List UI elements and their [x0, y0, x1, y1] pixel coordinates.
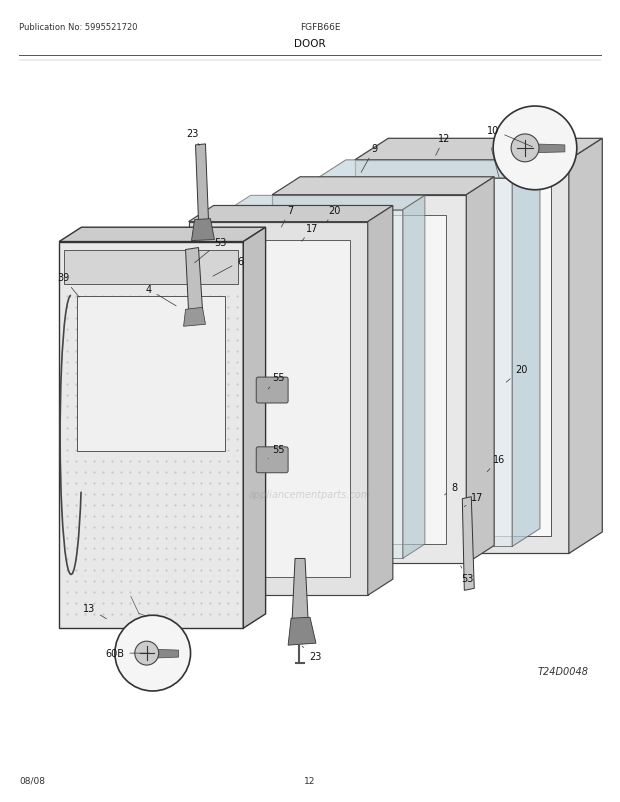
Circle shape [135, 642, 159, 665]
Text: 20: 20 [506, 365, 527, 383]
Polygon shape [318, 160, 540, 179]
Text: 16: 16 [487, 454, 505, 472]
Text: FGFB66E: FGFB66E [299, 23, 340, 32]
Text: 23: 23 [302, 646, 321, 662]
Text: 55: 55 [268, 444, 285, 460]
Text: 8: 8 [445, 482, 458, 496]
Polygon shape [368, 206, 393, 596]
Circle shape [115, 615, 190, 691]
Circle shape [511, 135, 539, 163]
FancyBboxPatch shape [256, 448, 288, 473]
Text: appliancementparts.com: appliancementparts.com [249, 489, 371, 499]
Text: 53: 53 [461, 566, 474, 584]
Polygon shape [192, 220, 215, 241]
Text: 4: 4 [146, 285, 176, 306]
Text: 7: 7 [281, 205, 293, 228]
Polygon shape [272, 196, 466, 564]
Polygon shape [569, 139, 602, 553]
Text: 6: 6 [213, 257, 244, 277]
Text: 12: 12 [304, 776, 316, 784]
Polygon shape [466, 177, 494, 564]
FancyBboxPatch shape [256, 378, 288, 403]
Polygon shape [188, 206, 393, 222]
Text: 60B: 60B [105, 648, 150, 658]
Text: 10: 10 [487, 126, 533, 148]
Polygon shape [288, 618, 316, 646]
Polygon shape [77, 297, 226, 452]
Polygon shape [530, 144, 565, 154]
Polygon shape [228, 196, 425, 210]
Polygon shape [512, 160, 540, 547]
Text: 53: 53 [195, 237, 226, 263]
Polygon shape [59, 228, 265, 242]
Polygon shape [355, 139, 602, 160]
Polygon shape [243, 228, 265, 629]
Text: 12: 12 [436, 134, 451, 156]
Polygon shape [184, 308, 205, 327]
Text: 9: 9 [361, 144, 378, 173]
Polygon shape [231, 439, 255, 460]
Polygon shape [215, 370, 255, 419]
Text: 13: 13 [83, 604, 107, 619]
Polygon shape [188, 222, 368, 596]
Polygon shape [292, 216, 446, 544]
Polygon shape [402, 196, 425, 559]
Text: 39: 39 [57, 273, 79, 298]
Text: 55: 55 [268, 373, 285, 390]
Polygon shape [228, 210, 402, 559]
Polygon shape [195, 144, 208, 221]
Polygon shape [206, 241, 350, 577]
Polygon shape [64, 250, 238, 285]
Circle shape [493, 107, 577, 191]
Polygon shape [318, 179, 512, 547]
Text: 20: 20 [327, 205, 341, 223]
Polygon shape [355, 160, 569, 553]
Polygon shape [59, 242, 243, 629]
Text: 17: 17 [302, 223, 318, 242]
Text: 23: 23 [187, 129, 199, 146]
Polygon shape [272, 177, 494, 196]
Polygon shape [373, 179, 551, 536]
Text: 17: 17 [464, 492, 484, 507]
Polygon shape [185, 249, 203, 312]
Text: DOOR: DOOR [294, 39, 326, 49]
Polygon shape [463, 497, 474, 590]
Polygon shape [151, 650, 179, 658]
Polygon shape [292, 559, 308, 621]
Text: Publication No: 5995521720: Publication No: 5995521720 [19, 23, 138, 32]
Text: T24D0048: T24D0048 [538, 666, 589, 676]
Text: 08/08: 08/08 [19, 776, 45, 784]
